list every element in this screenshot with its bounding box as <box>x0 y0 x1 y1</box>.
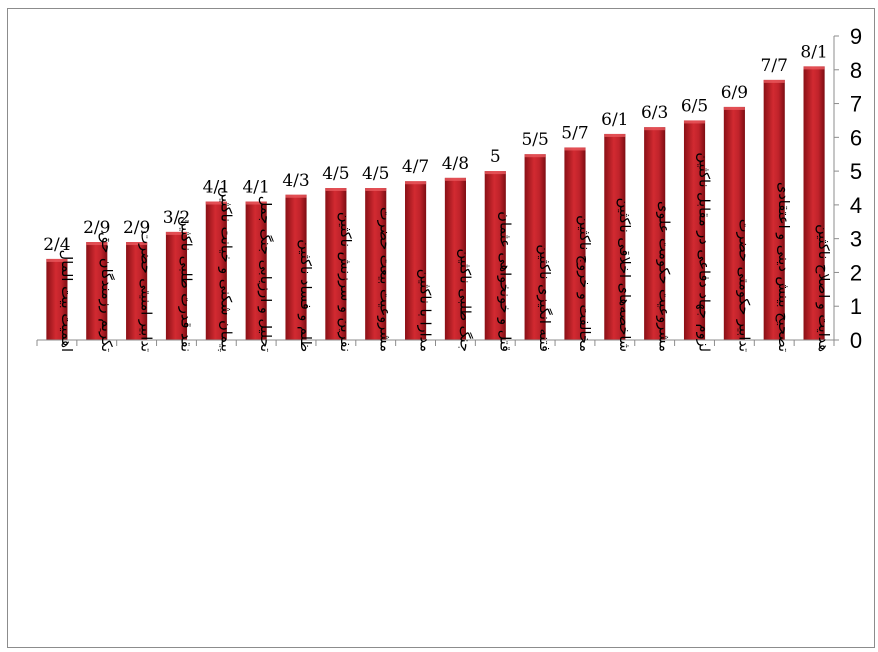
bar-top-highlight <box>46 258 68 262</box>
bar <box>803 66 825 341</box>
category-label: تدابیر امنیتی حضرت <box>138 230 154 352</box>
data-label: 8/1 <box>800 42 827 62</box>
category-label: اهمیت بیت المال <box>58 250 74 352</box>
category-labels-layer: اهمیت بیت المال تکریم رزمندگان حق تدابیر ا… <box>58 152 831 352</box>
bar <box>564 147 586 340</box>
data-label: 6/1 <box>601 110 628 130</box>
bar <box>524 154 546 340</box>
category-label: مشروعیت حکومت علوی <box>656 201 672 352</box>
data-label: 4/5 <box>362 164 389 184</box>
bar <box>46 258 68 340</box>
category-label: جنگ طلبی ناکثین <box>456 249 474 352</box>
category-label: تدابیر حکومتی حضرت <box>735 219 751 352</box>
data-labels-layer: 2/4 2/9 2/9 3/2 4/1 4/1 4/3 4/5 4/5 4/7 4/8 5 5/5 5/7… <box>43 42 828 255</box>
y-tick-label: 0 <box>850 328 862 353</box>
y-tick-label: 8 <box>850 58 862 83</box>
axes-layer: 0 1 2 3 4 5 6 7 8 9 <box>36 24 862 353</box>
bar-top-highlight <box>405 181 427 185</box>
bar <box>365 188 387 340</box>
category-label: فتنه انگیزی ناکثین <box>536 244 553 352</box>
bar-top-highlight <box>325 188 347 191</box>
y-tick-label: 3 <box>850 227 862 252</box>
data-label: 4/1 <box>242 178 269 198</box>
bar <box>683 120 706 340</box>
bar-top-highlight <box>723 106 745 110</box>
bar <box>484 171 506 340</box>
data-label: 5/7 <box>561 123 588 143</box>
bar-top-highlight <box>524 154 546 158</box>
category-label: هدایت و اصلاح ناکثین <box>815 224 831 352</box>
bar-top-highlight <box>683 120 706 124</box>
bar-top-highlight <box>763 79 785 83</box>
data-label: 7/7 <box>761 56 788 76</box>
bar <box>285 194 307 340</box>
y-tick-label: 7 <box>850 92 862 117</box>
category-label: لزوم جهاد دفاعی در مقابل ناکثین <box>696 152 712 352</box>
bar <box>604 133 626 340</box>
data-label: 6/3 <box>641 103 668 123</box>
category-label: تحلیل و ارزیابی جنگ جمل <box>257 196 275 352</box>
data-label: 5/5 <box>521 130 548 150</box>
y-tick-label: 6 <box>850 125 862 150</box>
category-label: نقد قدرت طلبی ناکثین <box>177 216 193 352</box>
bar-top-highlight <box>245 201 267 205</box>
bar <box>86 242 108 340</box>
data-label: 5 <box>490 147 501 167</box>
bar-top-highlight <box>365 188 387 191</box>
category-label: تکریم رزمندگان حق <box>98 232 115 352</box>
data-label: 2/4 <box>43 235 70 255</box>
y-tick-label: 4 <box>850 193 862 218</box>
category-label: مدارا با ناکثین <box>417 269 433 352</box>
data-label: 4/1 <box>203 178 230 198</box>
bar <box>723 106 745 340</box>
data-label: 4/5 <box>322 164 349 184</box>
bar <box>444 177 466 340</box>
bar <box>644 127 666 340</box>
data-label: 6/9 <box>721 83 748 103</box>
data-label: 4/7 <box>402 157 429 177</box>
bar-top-highlight <box>644 127 666 131</box>
bar-top-highlight <box>126 242 148 246</box>
bar-top-highlight <box>285 194 307 198</box>
category-label: مخالفت و خروج ناکثین <box>575 215 592 352</box>
bar-top-highlight <box>205 201 227 205</box>
bar <box>165 231 188 340</box>
data-label: 2/9 <box>123 218 150 238</box>
bar-top-highlight <box>444 177 466 181</box>
y-tick-label: 5 <box>850 159 862 184</box>
category-label: قتل و خونخواهی عثمان <box>496 211 512 352</box>
category-label: نفرین و سرزنش ناکثین <box>337 212 353 352</box>
bar <box>763 79 785 341</box>
bar-top-highlight <box>484 171 506 175</box>
category-label: تصحیح بینش دینی و اعتقادی <box>775 182 791 352</box>
bar <box>205 201 227 340</box>
bar-top-highlight <box>604 133 626 137</box>
bar-top-highlight <box>165 231 188 235</box>
bar <box>126 242 148 340</box>
data-label: 2/9 <box>83 218 110 238</box>
data-label: 4/3 <box>282 171 309 191</box>
bar <box>405 181 427 340</box>
y-tick-label: 2 <box>850 260 862 285</box>
category-label: پیمان شکنی و خیانت ناکثین <box>217 187 233 352</box>
bar-top-highlight <box>803 66 825 70</box>
category-label: مشروعیت بیعت حضرت <box>377 207 393 352</box>
bar <box>325 188 347 340</box>
bars-layer <box>46 66 825 341</box>
category-label: شاخصه‌های اخلاقی ناکثین <box>616 198 632 352</box>
bar <box>245 201 267 340</box>
data-label: 4/8 <box>442 154 469 174</box>
y-tick-label: 9 <box>850 24 862 49</box>
bar-top-highlight <box>564 147 586 151</box>
data-label: 3/2 <box>163 208 190 228</box>
bar-top-highlight <box>86 242 108 246</box>
y-tick-label: 1 <box>850 294 862 319</box>
category-label: ظلم و فساد ناکثین <box>297 239 313 352</box>
data-label: 6/5 <box>681 96 708 116</box>
